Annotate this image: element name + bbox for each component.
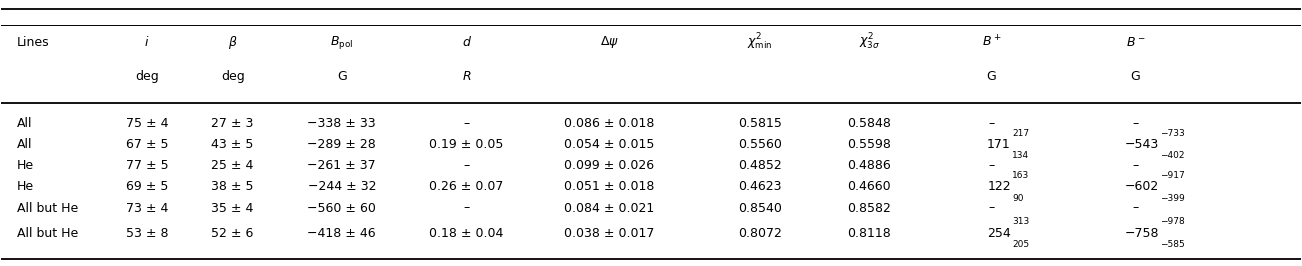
Text: $B_{\rm pol}$: $B_{\rm pol}$ — [331, 34, 353, 51]
Text: −758: −758 — [1125, 227, 1159, 239]
Text: 27 ± 3: 27 ± 3 — [211, 117, 254, 130]
Text: $R$: $R$ — [462, 70, 471, 83]
Text: 69 ± 5: 69 ± 5 — [126, 180, 168, 193]
Text: –: – — [988, 159, 995, 172]
Text: G: G — [337, 70, 346, 83]
Text: 0.4660: 0.4660 — [848, 180, 891, 193]
Text: −399: −399 — [1160, 194, 1185, 202]
Text: 0.5815: 0.5815 — [738, 117, 783, 130]
Text: −289 ± 28: −289 ± 28 — [307, 138, 376, 151]
Text: 0.18 ± 0.04: 0.18 ± 0.04 — [430, 227, 504, 239]
Text: 171: 171 — [987, 138, 1010, 151]
Text: G: G — [1130, 70, 1141, 83]
Text: −402: −402 — [1160, 151, 1185, 160]
Text: deg: deg — [135, 70, 159, 83]
Text: He: He — [17, 180, 34, 193]
Text: 0.054 ± 0.015: 0.054 ± 0.015 — [564, 138, 655, 151]
Text: G: G — [987, 70, 996, 83]
Text: $B^-$: $B^-$ — [1126, 36, 1146, 49]
Text: deg: deg — [221, 70, 245, 83]
Text: 0.26 ± 0.07: 0.26 ± 0.07 — [430, 180, 504, 193]
Text: −560 ± 60: −560 ± 60 — [307, 202, 376, 214]
Text: 38 ± 5: 38 ± 5 — [211, 180, 254, 193]
Text: 43 ± 5: 43 ± 5 — [211, 138, 254, 151]
Text: He: He — [17, 159, 34, 172]
Text: 0.084 ± 0.021: 0.084 ± 0.021 — [564, 202, 655, 214]
Text: 217: 217 — [1012, 129, 1030, 138]
Text: 254: 254 — [987, 227, 1010, 239]
Text: −418 ± 46: −418 ± 46 — [307, 227, 376, 239]
Text: $B^+$: $B^+$ — [982, 35, 1001, 50]
Text: 134: 134 — [1012, 151, 1030, 160]
Text: 77 ± 5: 77 ± 5 — [125, 159, 168, 172]
Text: 0.19 ± 0.05: 0.19 ± 0.05 — [430, 138, 504, 151]
Text: 52 ± 6: 52 ± 6 — [211, 227, 254, 239]
Text: 0.038 ± 0.017: 0.038 ± 0.017 — [564, 227, 655, 239]
Text: 0.8118: 0.8118 — [848, 227, 891, 239]
Text: −543: −543 — [1125, 138, 1159, 151]
Text: 0.4886: 0.4886 — [848, 159, 891, 172]
Text: −602: −602 — [1125, 180, 1159, 193]
Text: −917: −917 — [1160, 171, 1185, 180]
Text: –: – — [464, 117, 470, 130]
Text: 0.5848: 0.5848 — [848, 117, 891, 130]
Text: 0.8582: 0.8582 — [848, 202, 891, 214]
Text: –: – — [464, 202, 470, 214]
Text: $\chi^2_{3\sigma}$: $\chi^2_{3\sigma}$ — [858, 32, 880, 52]
Text: All but He: All but He — [17, 202, 78, 214]
Text: 0.5598: 0.5598 — [848, 138, 891, 151]
Text: –: – — [464, 159, 470, 172]
Text: 0.8072: 0.8072 — [738, 227, 783, 239]
Text: Lines: Lines — [17, 36, 49, 49]
Text: −978: −978 — [1160, 218, 1185, 226]
Text: 90: 90 — [1012, 194, 1023, 202]
Text: All: All — [17, 117, 33, 130]
Text: All: All — [17, 138, 33, 151]
Text: 0.051 ± 0.018: 0.051 ± 0.018 — [564, 180, 655, 193]
Text: 73 ± 4: 73 ± 4 — [126, 202, 168, 214]
Text: 0.5560: 0.5560 — [738, 138, 783, 151]
Text: 0.086 ± 0.018: 0.086 ± 0.018 — [564, 117, 655, 130]
Text: −338 ± 33: −338 ± 33 — [307, 117, 376, 130]
Text: –: – — [1133, 202, 1139, 214]
Text: –: – — [1133, 117, 1139, 130]
Text: –: – — [988, 117, 995, 130]
Text: 0.4623: 0.4623 — [738, 180, 783, 193]
Text: −244 ± 32: −244 ± 32 — [307, 180, 376, 193]
Text: 0.8540: 0.8540 — [738, 202, 783, 214]
Text: 122: 122 — [987, 180, 1010, 193]
Text: –: – — [988, 202, 995, 214]
Text: −261 ± 37: −261 ± 37 — [307, 159, 376, 172]
Text: $d$: $d$ — [461, 35, 471, 49]
Text: 53 ± 8: 53 ± 8 — [126, 227, 168, 239]
Text: −585: −585 — [1160, 240, 1185, 249]
Text: $\beta$: $\beta$ — [228, 34, 237, 51]
Text: –: – — [1133, 159, 1139, 172]
Text: 0.4852: 0.4852 — [738, 159, 783, 172]
Text: $\Delta\psi$: $\Delta\psi$ — [600, 34, 618, 50]
Text: 75 ± 4: 75 ± 4 — [126, 117, 168, 130]
Text: 0.099 ± 0.026: 0.099 ± 0.026 — [564, 159, 655, 172]
Text: 67 ± 5: 67 ± 5 — [126, 138, 168, 151]
Text: 163: 163 — [1012, 171, 1030, 180]
Text: 313: 313 — [1012, 218, 1030, 226]
Text: $\chi^2_{\rm min}$: $\chi^2_{\rm min}$ — [747, 32, 773, 52]
Text: −733: −733 — [1160, 129, 1185, 138]
Text: 205: 205 — [1012, 240, 1030, 249]
Text: $i$: $i$ — [145, 35, 150, 49]
Text: 35 ± 4: 35 ± 4 — [211, 202, 254, 214]
Text: All but He: All but He — [17, 227, 78, 239]
Text: 25 ± 4: 25 ± 4 — [211, 159, 254, 172]
